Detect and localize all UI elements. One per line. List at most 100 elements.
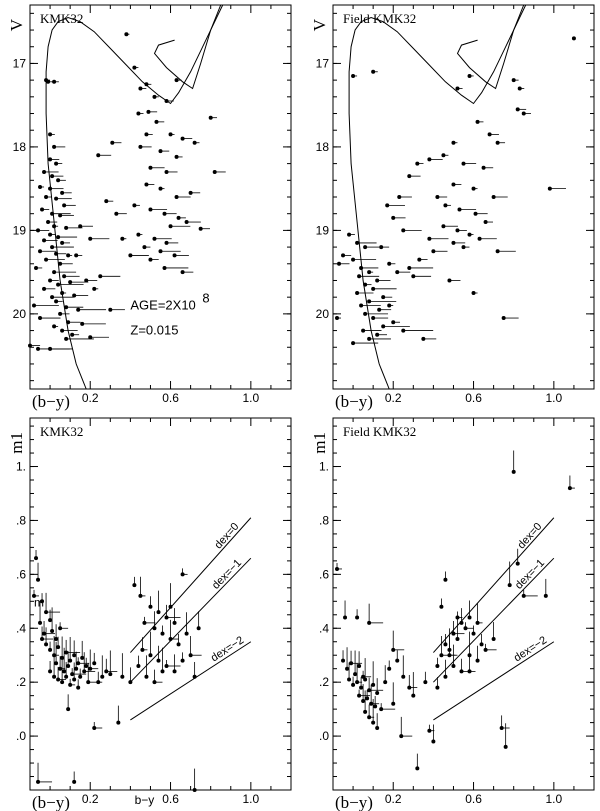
data-marker <box>52 324 57 329</box>
x-tick-label: 0.2 <box>82 391 99 405</box>
data-point <box>164 240 179 245</box>
data-marker <box>54 637 59 642</box>
data-marker <box>367 715 372 720</box>
data-marker <box>168 637 173 642</box>
data-marker <box>124 32 129 37</box>
data-marker <box>511 78 516 83</box>
data-point <box>375 678 380 695</box>
data-point <box>503 723 508 749</box>
data-point <box>447 278 461 283</box>
data-marker <box>357 274 362 279</box>
data-point <box>142 616 156 625</box>
data-marker <box>60 190 65 195</box>
data-marker <box>58 666 63 671</box>
data-point <box>351 257 377 262</box>
data-marker <box>50 174 55 179</box>
data-point <box>395 270 411 275</box>
data-marker <box>347 232 352 237</box>
data-point <box>158 186 165 191</box>
metallicity-line <box>130 517 252 653</box>
data-point <box>381 324 410 329</box>
data-marker <box>136 664 141 668</box>
data-point <box>132 576 137 588</box>
data-point <box>62 647 67 674</box>
data-point <box>34 265 43 270</box>
data-point <box>88 236 110 241</box>
x-axis-label: (b−y) <box>32 793 70 811</box>
data-marker <box>144 182 149 187</box>
x-tick-label: 1.0 <box>546 792 563 806</box>
data-marker <box>475 620 480 625</box>
x-tick-label: 0.6 <box>465 792 482 806</box>
data-point <box>371 316 389 321</box>
data-point <box>455 611 463 620</box>
data-point <box>168 132 175 137</box>
data-marker <box>385 203 390 208</box>
data-marker <box>371 682 376 687</box>
data-point <box>455 86 463 91</box>
data-point <box>56 235 78 240</box>
data-point <box>138 144 152 149</box>
data-point <box>38 184 45 189</box>
data-marker <box>168 132 173 137</box>
y-tick-label: .0 <box>319 729 329 743</box>
data-point <box>64 661 69 679</box>
data-point <box>152 236 172 241</box>
data-point <box>44 195 52 199</box>
data-marker <box>411 274 416 279</box>
data-marker <box>58 626 63 631</box>
data-marker <box>156 610 161 615</box>
panel-title: Field KMK32 <box>343 11 416 26</box>
data-marker <box>114 211 119 216</box>
data-point <box>52 144 66 149</box>
x-tick-label: 1.0 <box>243 792 260 806</box>
data-point <box>120 653 125 679</box>
panel-cmd-cluster: 0.2 0.6 1.0 17 18 19 20 (b−y) V KMK32 AGE=2X10 8 Z=0… <box>7 4 292 411</box>
data-marker <box>46 220 51 225</box>
data-point <box>379 703 396 712</box>
data-marker <box>447 278 452 283</box>
data-marker <box>345 666 350 671</box>
y-axis-label: m1 <box>7 432 26 454</box>
data-marker <box>391 701 396 706</box>
data-point <box>92 286 99 291</box>
data-marker <box>355 680 360 685</box>
data-marker <box>511 469 516 474</box>
data-point <box>60 240 70 245</box>
panel-m1-cluster: 0.2 0.6 1.0 .0 .2 .4 .6 .8 1. (b−y) m1 KMK32 dex=0 de… <box>7 417 292 811</box>
data-point <box>401 655 406 679</box>
data-marker <box>44 257 49 262</box>
panel-title: KMK32 <box>40 11 83 26</box>
data-marker <box>427 157 432 162</box>
data-marker <box>463 626 468 631</box>
data-point <box>367 603 384 625</box>
data-marker <box>459 669 464 674</box>
data-point <box>148 207 168 212</box>
data-point <box>435 677 440 690</box>
data-point <box>148 631 153 658</box>
data-point <box>515 107 527 112</box>
data-point <box>48 346 73 351</box>
data-marker <box>547 186 552 191</box>
y-tick-label: .2 <box>319 675 329 689</box>
data-marker <box>367 336 372 341</box>
data-point <box>136 111 144 116</box>
data-marker <box>427 236 432 241</box>
data-marker <box>98 274 103 279</box>
data-point <box>156 590 161 615</box>
metallicity-line-label: dex=−2 <box>512 634 549 664</box>
inner-label: m <box>34 596 44 610</box>
data-point <box>58 311 70 316</box>
data-marker <box>158 249 163 254</box>
data-marker <box>64 650 69 655</box>
data-point <box>467 73 474 78</box>
data-point <box>507 561 512 588</box>
data-marker <box>40 599 45 604</box>
data-marker <box>68 658 73 663</box>
data-marker <box>359 303 364 308</box>
data-point <box>42 169 59 174</box>
data-marker <box>36 228 41 233</box>
data-marker <box>48 232 53 237</box>
data-point <box>467 232 474 237</box>
